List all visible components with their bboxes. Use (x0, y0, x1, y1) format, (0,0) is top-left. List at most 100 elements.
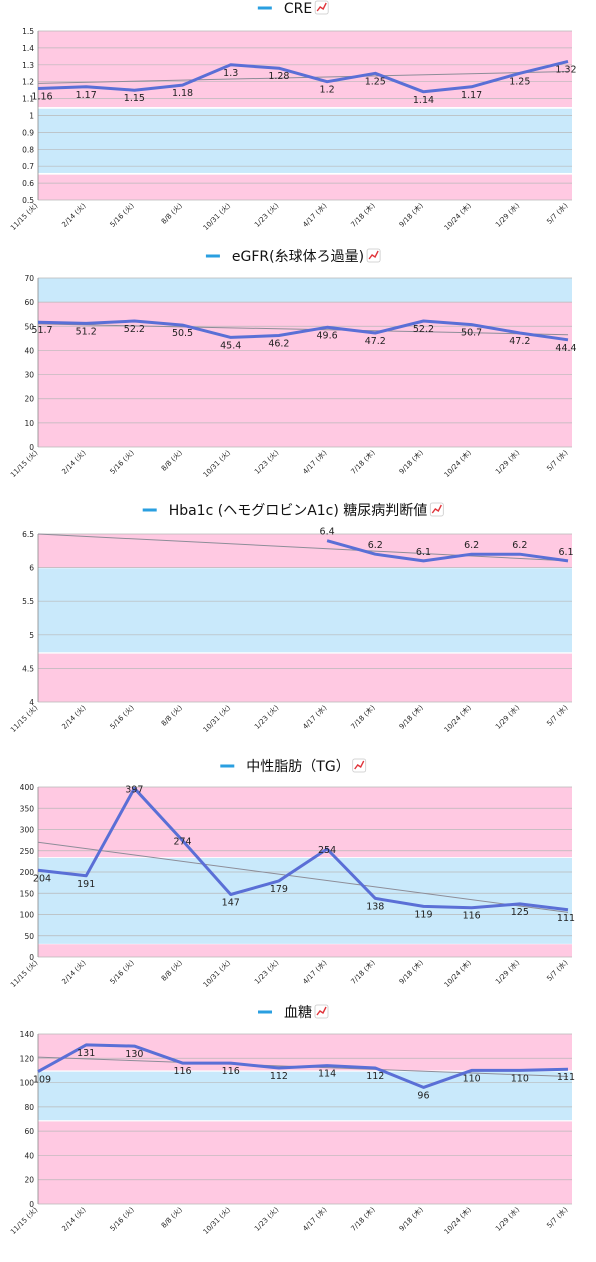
chart-title: 中性脂肪（TG） (220, 758, 367, 775)
y-tick-label: 5.5 (22, 597, 34, 606)
chart-increasing-icon (429, 502, 444, 517)
y-tick-label: 100 (20, 1079, 35, 1088)
x-tick-label: 1/23 (火) (253, 704, 280, 731)
chart-title: CRE (257, 0, 329, 17)
x-tick-label: 5/16 (火) (109, 1206, 136, 1233)
chart-title-text: 血糖 (284, 1005, 312, 1021)
chart-4-band-2 (38, 857, 572, 944)
x-tick-label: 5/16 (火) (109, 704, 136, 731)
trendline (37, 841, 569, 913)
x-tick-label: 8/8 (火) (160, 704, 184, 728)
data-label: 1.3 (223, 68, 238, 79)
data-label: 1.16 (31, 91, 52, 102)
chart-5-band-2 (38, 1071, 572, 1121)
x-tick-label: 10/24 (木) (442, 703, 473, 734)
data-label: 138 (366, 901, 384, 912)
y-tick-label: 1.1 (22, 95, 34, 104)
y-tick-label: 0 (29, 1200, 34, 1209)
chart-title: eGFR(糸球体ろ過量) (205, 248, 381, 265)
x-tick-label: 5/16 (火) (109, 959, 136, 986)
chart-increasing-icon (366, 248, 381, 263)
y-tick-label: 10 (24, 419, 34, 428)
chart-increasing-icon (314, 0, 329, 15)
x-tick-label: 4/17 (水) (301, 448, 329, 476)
y-tick-label: 20 (24, 1176, 34, 1185)
data-label: 44.4 (555, 343, 576, 354)
x-tick-label: 5/7 (水) (545, 703, 570, 728)
x-tick-label: 1/23 (火) (253, 959, 280, 986)
x-tick-label: 10/24 (木) (442, 448, 473, 479)
y-tick-label: 0 (29, 953, 34, 962)
data-label: 204 (33, 873, 51, 884)
x-tick-label: 4/17 (水) (301, 958, 329, 986)
chart-5-band-1 (38, 1034, 572, 1071)
x-tick-label: 7/18 (木) (349, 201, 377, 229)
y-tick-label: 0 (29, 443, 34, 452)
x-tick-label: 7/18 (木) (349, 958, 377, 986)
y-tick-label: 20 (24, 395, 34, 404)
y-tick-label: 50 (24, 932, 34, 941)
data-label: 125 (511, 907, 529, 918)
x-tick-label: 10/31 (火) (202, 704, 232, 734)
y-tick-label: 0.7 (22, 162, 34, 171)
x-tick-label: 4/17 (水) (301, 1205, 329, 1233)
data-label: 116 (222, 1066, 240, 1077)
x-tick-label: 11/15 (火) (9, 704, 39, 734)
chart-title-text: 中性脂肪（TG） (246, 759, 349, 775)
data-label: 111 (557, 913, 575, 924)
data-label: 147 (222, 898, 240, 909)
chart-2: 0 10 20 30 40 50 60 70 11/15 (火) 2/14 (火) 5/16 (火)… (9, 248, 577, 479)
y-tick-label: 0.9 (22, 128, 34, 137)
series-line (37, 786, 569, 912)
data-label: 45.4 (220, 340, 241, 351)
series-line (37, 319, 569, 342)
chart-title: Hba1c (ヘモグロビンA1c) 糖尿病判断値 (142, 502, 444, 519)
x-tick-label: 2/14 (火) (60, 1206, 87, 1233)
chart-title-text: Hba1c (ヘモグロビンA1c) 糖尿病判断値 (169, 503, 428, 519)
data-label: 1.17 (76, 90, 97, 101)
data-label: 112 (366, 1071, 384, 1082)
x-tick-label: 5/7 (水) (545, 958, 570, 983)
y-tick-label: 1.5 (22, 27, 34, 36)
series-line (37, 59, 569, 94)
x-tick-label: 7/18 (木) (349, 1205, 377, 1233)
y-tick-label: 1.3 (22, 61, 34, 70)
y-tick-label: 0.8 (22, 145, 34, 154)
x-tick-label: 8/8 (火) (160, 202, 184, 226)
data-label: 116 (463, 911, 481, 922)
x-tick-label: 10/24 (木) (442, 1205, 473, 1236)
data-label: 179 (270, 884, 288, 895)
chart-title-text: eGFR(糸球体ろ過量) (232, 249, 364, 265)
x-tick-label: 1/29 (水) (493, 958, 521, 986)
data-label: 6.4 (320, 527, 335, 538)
data-label: 47.2 (365, 336, 386, 347)
x-tick-label: 10/31 (火) (202, 202, 232, 232)
x-tick-label: 11/15 (火) (9, 202, 39, 232)
x-tick-label: 1/29 (水) (493, 703, 521, 731)
chart-5-band-3 (38, 1121, 572, 1204)
chart-4: 0 50 100 150 200 250 300 350 400 11/15 (火) 2/14 (火… (9, 758, 575, 989)
chart-increasing-icon (314, 1004, 329, 1019)
x-tick-label: 11/15 (火) (9, 1206, 39, 1236)
x-tick-label: 9/18 (木) (397, 958, 425, 986)
data-label: 47.2 (509, 336, 530, 347)
data-label: 1.2 (320, 85, 335, 96)
x-tick-label: 5/16 (火) (109, 202, 136, 229)
x-tick-label: 1/29 (水) (493, 1205, 521, 1233)
data-label: 50.7 (461, 328, 482, 339)
x-tick-label: 2/14 (火) (60, 704, 87, 731)
x-tick-label: 9/18 (木) (397, 448, 425, 476)
data-label: 6.2 (368, 540, 383, 551)
chart-4-band-3 (38, 944, 572, 957)
data-label: 50.5 (172, 328, 193, 339)
y-tick-label: 80 (24, 1103, 34, 1112)
data-label: 397 (125, 784, 143, 795)
trendline (37, 71, 569, 84)
data-label: 114 (318, 1069, 336, 1080)
data-label: 1.28 (268, 71, 289, 82)
x-tick-label: 10/24 (木) (442, 958, 473, 989)
chart-1-band-3 (38, 174, 572, 200)
y-tick-label: 400 (20, 783, 35, 792)
y-tick-label: 0.6 (22, 179, 34, 188)
y-tick-label: 1.4 (22, 44, 34, 53)
